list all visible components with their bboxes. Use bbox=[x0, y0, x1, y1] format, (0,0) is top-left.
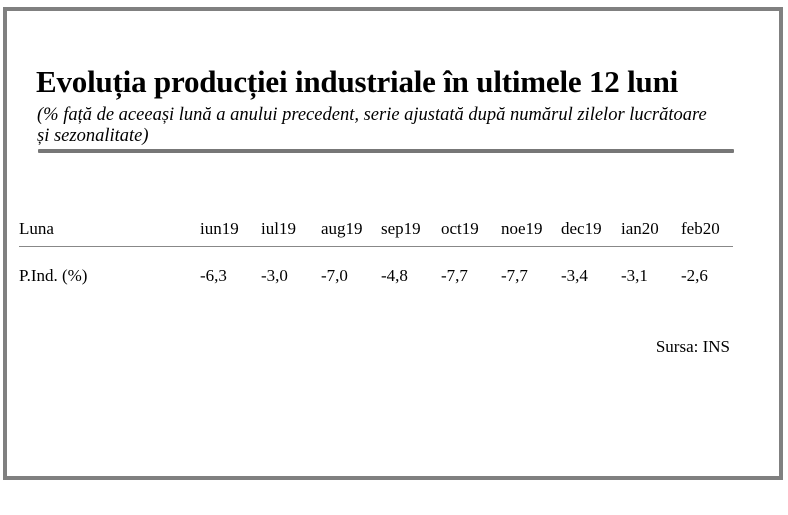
document-frame bbox=[3, 7, 783, 480]
table-cell-value: -7,7 bbox=[441, 266, 468, 285]
table-cell-value: -6,3 bbox=[200, 266, 227, 285]
table-column-header: ian20 bbox=[621, 219, 659, 238]
title-underline bbox=[38, 149, 734, 153]
table-column-header: noe19 bbox=[501, 219, 543, 238]
table-cell-value: -3,0 bbox=[261, 266, 288, 285]
table-cell-value: -2,6 bbox=[681, 266, 708, 285]
table-header-label: Luna bbox=[19, 219, 54, 238]
table-cell-value: -4,8 bbox=[381, 266, 408, 285]
table-column-header: sep19 bbox=[381, 219, 421, 238]
source-note: Sursa: INS bbox=[655, 337, 730, 356]
table-column-header: dec19 bbox=[561, 219, 602, 238]
document-subtitle: (% față de aceeași lună a anului precede… bbox=[37, 105, 707, 146]
table-column-header: iul19 bbox=[261, 219, 296, 238]
table-column-header: iun19 bbox=[200, 219, 239, 238]
table-column-header: oct19 bbox=[441, 219, 479, 238]
table-cell-value: -7,0 bbox=[321, 266, 348, 285]
table-cell-value: -7,7 bbox=[501, 266, 528, 285]
table-row-label: P.Ind. (%) bbox=[19, 266, 88, 285]
document-title: Evoluția producției industriale în ultim… bbox=[36, 64, 679, 99]
table-column-header: feb20 bbox=[681, 219, 720, 238]
table-header-divider bbox=[19, 246, 733, 247]
table-column-header: aug19 bbox=[321, 219, 363, 238]
table-cell-value: -3,1 bbox=[621, 266, 648, 285]
table-cell-value: -3,4 bbox=[561, 266, 588, 285]
